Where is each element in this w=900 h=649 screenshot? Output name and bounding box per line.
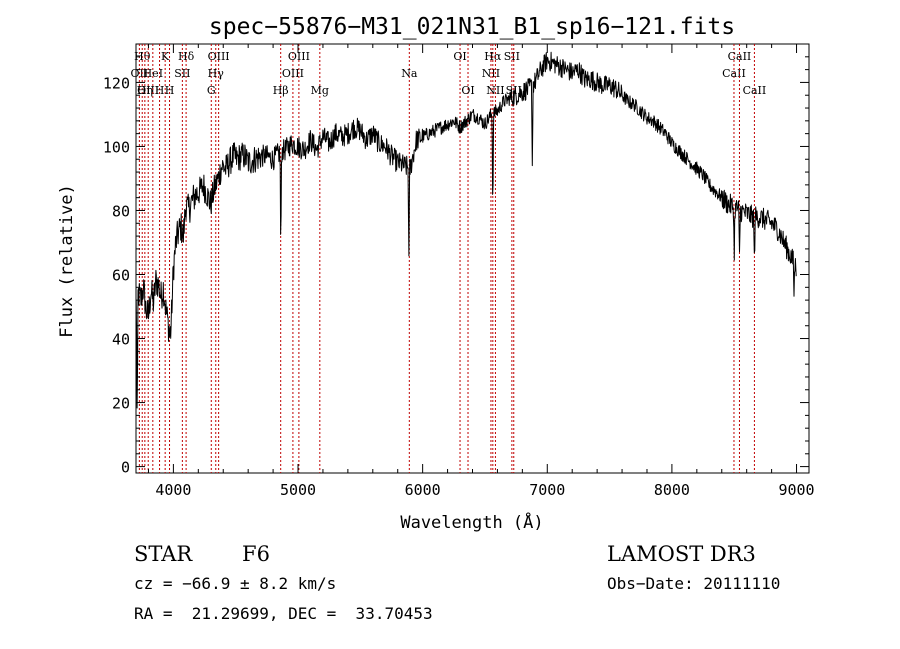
- line-marker-label: Hβ: [273, 84, 289, 97]
- line-marker-label: Hα: [484, 50, 502, 63]
- x-axis-label: Wavelength (Å): [400, 511, 543, 533]
- y-tick-label: 120: [103, 74, 130, 92]
- line-marker-label: SII: [174, 67, 190, 80]
- line-marker-label: NII: [482, 67, 500, 80]
- line-marker-label: Hδ: [178, 50, 195, 63]
- coordinates: RA = 21.29699, DEC = 33.70453: [134, 604, 433, 623]
- line-marker-label: H: [165, 84, 175, 97]
- line-marker-label: OIII: [137, 84, 159, 97]
- x-tick-label: 4000: [155, 481, 191, 499]
- plot-frame: [135, 43, 810, 474]
- line-marker-label: K: [161, 50, 170, 63]
- line-marker-label: Na: [401, 67, 418, 80]
- x-tick-label: 8000: [654, 481, 690, 499]
- line-marker-label: HeI: [143, 67, 163, 80]
- line-marker-label: CaII: [722, 67, 746, 80]
- line-marker-label: OII: [131, 67, 149, 80]
- class-label: STAR: [134, 542, 193, 566]
- x-tick-label: 6000: [405, 481, 441, 499]
- y-tick-label: 0: [121, 459, 130, 477]
- y-tick-label: 80: [112, 202, 130, 220]
- x-tick-label: 9000: [778, 481, 814, 499]
- y-axis-label: Flux (relative): [57, 184, 77, 338]
- y-tick-label: 20: [112, 395, 130, 413]
- line-markers: OIIHθHηOIIIHeIHKHSIIHδGHγOIIIHβOIIIOIIIM…: [131, 44, 767, 473]
- spectrum-line: [135, 51, 797, 409]
- x-axis-ticks: 4000 5000 6000 7000 8000 9000: [147, 44, 815, 499]
- line-marker-label: Hη: [137, 84, 153, 97]
- subclass-label: F6: [242, 542, 270, 566]
- line-marker-label: Hθ: [134, 50, 151, 63]
- line-marker-label: NII: [486, 84, 504, 97]
- line-marker-label: Mg: [311, 84, 329, 97]
- cz-value: cz = −66.9 ± 8.2 km/s: [134, 574, 336, 593]
- line-marker-label: CaII: [743, 84, 767, 97]
- y-tick-label: 40: [112, 331, 130, 349]
- chart-title: spec−55876−M31_021N31_B1_sp16−121.fits: [209, 14, 735, 40]
- line-marker-label: OIII: [288, 50, 310, 63]
- line-marker-label: OIII: [282, 67, 304, 80]
- line-marker-label: Hγ: [208, 67, 225, 80]
- line-marker-label: OI: [461, 84, 474, 97]
- line-marker-label: OI: [453, 50, 466, 63]
- obs-date: Obs−Date: 20111110: [607, 574, 780, 593]
- x-tick-label: 5000: [280, 481, 316, 499]
- survey-label: LAMOST DR3: [607, 542, 756, 566]
- line-marker-label: OIII: [208, 50, 230, 63]
- y-tick-label: 100: [103, 138, 130, 156]
- y-tick-label: 60: [112, 267, 130, 285]
- line-marker-label: CaII: [728, 50, 752, 63]
- line-marker-label: G: [207, 84, 216, 97]
- line-marker-label: SII: [504, 50, 520, 63]
- x-tick-label: 7000: [529, 481, 565, 499]
- line-marker-label: H: [155, 84, 165, 97]
- y-axis-ticks: 0 20 40 60 80 100 120: [103, 56, 809, 477]
- spectrum-series: [135, 51, 797, 409]
